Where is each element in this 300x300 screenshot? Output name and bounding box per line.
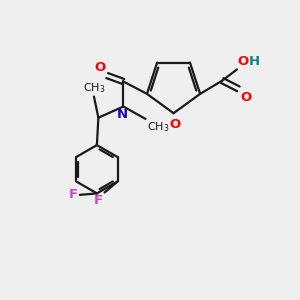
Text: O: O xyxy=(94,61,106,74)
Text: F: F xyxy=(69,188,78,201)
Text: H: H xyxy=(249,55,260,68)
Text: N: N xyxy=(117,108,128,121)
Text: CH$_3$: CH$_3$ xyxy=(83,81,105,95)
Text: CH$_3$: CH$_3$ xyxy=(147,120,170,134)
Text: F: F xyxy=(94,194,103,207)
Text: O: O xyxy=(169,118,181,130)
Text: O: O xyxy=(240,91,251,104)
Text: O: O xyxy=(238,55,249,68)
